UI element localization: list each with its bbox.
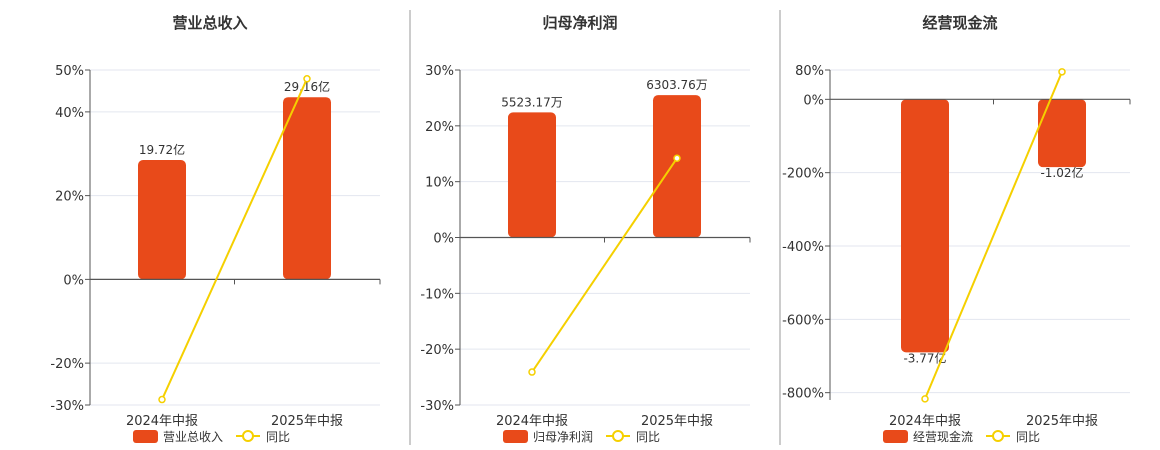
category-label: 2024年中报	[126, 414, 198, 429]
y-tick-label: -10%	[420, 287, 454, 302]
y-tick-label: -400%	[782, 240, 824, 255]
chart-panel-2: 归母净利润 -30% -20% -10% 0% 10% 20% 30% 5523.17万 6303…	[420, 14, 751, 444]
legend-bar-label: 营业总收入	[163, 430, 223, 444]
y-tick-label: -20%	[420, 343, 454, 358]
category-label: 2024年中报	[496, 414, 568, 429]
line-point	[921, 395, 929, 403]
y-tick-label: 0%	[433, 232, 454, 247]
legend-line-marker	[612, 430, 624, 442]
category-label: 2024年中报	[889, 414, 961, 429]
legend-bar-label: 经营现金流	[913, 429, 973, 444]
y-tick-label: 50%	[55, 64, 84, 79]
y-tick-label: -800%	[782, 387, 824, 402]
y-tick-label: 20%	[425, 120, 454, 135]
line-series	[924, 71, 1063, 400]
y-tick-label: 40%	[55, 106, 84, 121]
y-tick-label: 30%	[425, 64, 454, 79]
line-series	[161, 78, 308, 400]
bar-data-label: 19.72亿	[139, 142, 185, 157]
bar	[1038, 99, 1086, 168]
category-label: 2025年中报	[641, 414, 713, 429]
y-tick-label: -20%	[50, 357, 84, 372]
y-tick-label: -200%	[782, 167, 824, 182]
y-tick-label: -30%	[420, 399, 454, 414]
bar-data-label: 6303.76万	[646, 78, 708, 92]
bar	[138, 160, 186, 280]
chart-title: 经营现金流	[922, 14, 997, 32]
bar	[508, 112, 556, 238]
legend-bar-swatch	[883, 430, 908, 443]
chart-title: 营业总收入	[172, 14, 247, 32]
y-tick-label: 80%	[795, 64, 824, 79]
legend-bar-swatch	[503, 430, 528, 443]
bar-data-label: 29.16亿	[284, 79, 330, 94]
category-label: 2025年中报	[1026, 414, 1098, 429]
y-tick-label: -30%	[50, 399, 84, 414]
y-tick-label: 0%	[803, 93, 824, 108]
category-label: 2025年中报	[271, 414, 343, 429]
line-series	[531, 157, 678, 373]
bar-data-label: -1.02亿	[1040, 165, 1083, 180]
line-point	[528, 368, 536, 376]
bar-data-label: -3.77亿	[903, 350, 946, 365]
legend-line-marker	[992, 430, 1004, 442]
y-tick-label: -600%	[782, 313, 824, 328]
legend-bar-swatch	[133, 430, 158, 443]
chart-panel-3: 经营现金流 -800% -600% -400% -200% 0% 80% -3.77亿 -1.0…	[782, 14, 1131, 444]
bar	[283, 97, 331, 280]
chart-panel-1: 营业总收入 -30% -20% 0% 20% 40% 50% 19.72亿 29.16亿 2024…	[50, 14, 381, 444]
bar	[653, 95, 701, 238]
legend-line-label: 同比	[636, 430, 660, 444]
legend-line-label: 同比	[266, 430, 290, 444]
legend-line-marker	[242, 430, 254, 442]
bar-data-label: 5523.17万	[501, 95, 563, 109]
y-tick-label: 0%	[63, 273, 84, 288]
y-tick-label: 10%	[425, 176, 454, 191]
bar	[901, 99, 949, 353]
line-point	[1058, 68, 1066, 76]
y-tick-label: 20%	[55, 190, 84, 205]
chart-title: 归母净利润	[542, 14, 617, 32]
line-point	[303, 75, 311, 83]
line-point	[158, 395, 166, 404]
legend-bar-label: 归母净利润	[533, 430, 593, 444]
line-point	[673, 154, 681, 162]
legend-line-label: 同比	[1016, 430, 1040, 444]
